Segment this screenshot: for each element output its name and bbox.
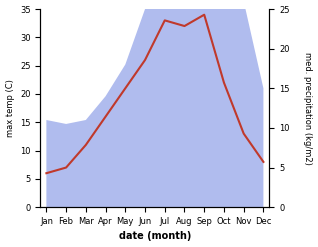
X-axis label: date (month): date (month) — [119, 231, 191, 242]
Y-axis label: med. precipitation (kg/m2): med. precipitation (kg/m2) — [303, 52, 313, 165]
Y-axis label: max temp (C): max temp (C) — [5, 79, 15, 137]
